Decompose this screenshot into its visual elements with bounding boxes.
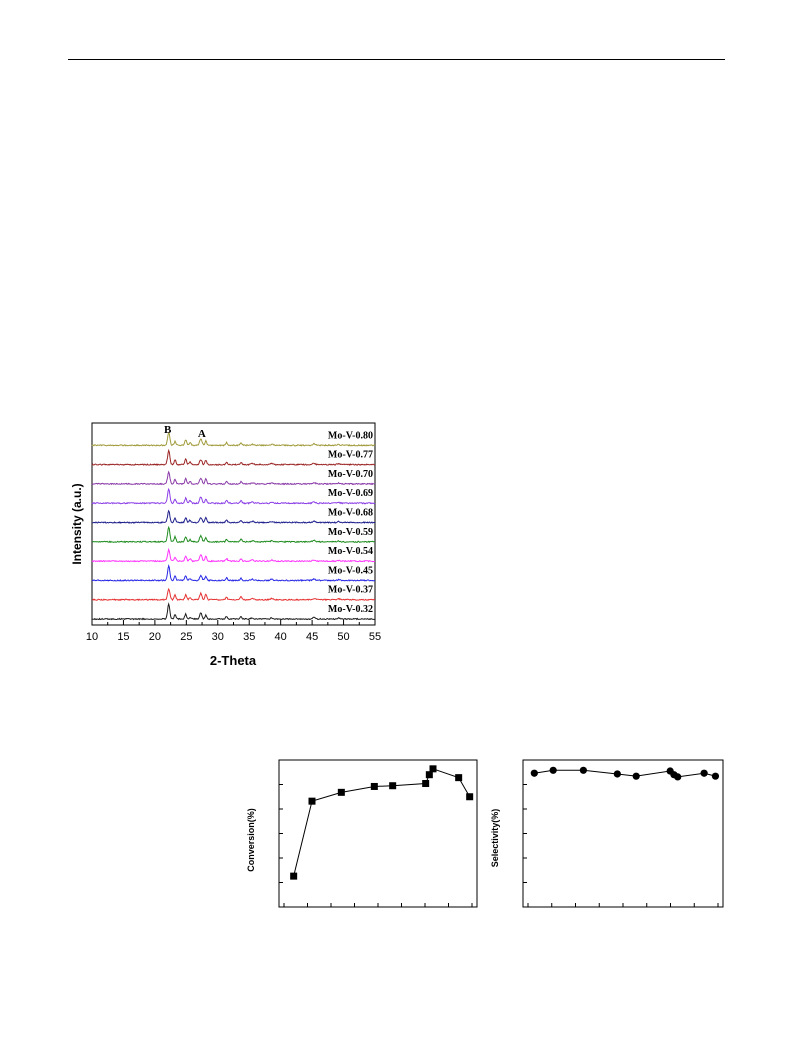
peak-label-a: A [198,428,206,440]
xrd-trace [91,509,375,524]
xrd-y-axis-title: Intensity (a.u.) [70,483,84,564]
xrd-series-label: Mo-V-0.59 [328,527,373,538]
xrd-trace [91,487,376,505]
xrd-trace [91,470,376,486]
xrd-x-tick-label: 20 [149,631,161,643]
xrd-x-tick-label: 30 [212,631,224,643]
xrd-x-tick-label: 15 [117,631,129,643]
xrd-x-tick-label: 10 [86,631,98,643]
peak-label-b: B [164,424,172,436]
xrd-series-label: Mo-V-0.37 [328,585,373,596]
xrd-trace [91,448,376,466]
xrd-x-tick-label: 35 [243,631,255,643]
xrd-x-tick-label: 50 [337,631,349,643]
xrd-trace [91,431,376,447]
xrd-trace [91,587,376,602]
xrd-series-label: Mo-V-0.32 [328,604,373,615]
xrd-x-axis-title: 2-Theta [210,653,257,668]
xrd-series-label: Mo-V-0.45 [328,565,373,576]
xrd-series-label: Mo-V-0.80 [328,430,373,441]
xrd-x-tick-label: 45 [306,631,318,643]
xrd-series-label: Mo-V-0.69 [328,488,373,499]
xrd-trace [91,564,376,582]
xrd-trace [91,547,376,563]
xrd-trace [91,525,376,544]
xrd-x-tick-label: 40 [275,631,287,643]
xrd-x-tick-label: 25 [180,631,192,643]
xrd-series-label: Mo-V-0.77 [328,450,373,461]
xrd-series-label: Mo-V-0.54 [328,546,373,557]
xrd-trace [91,602,376,621]
xrd-series-label: Mo-V-0.70 [328,469,373,480]
header-rule [68,59,725,60]
xrd-x-tick-label: 55 [369,631,381,643]
xrd-series-label: Mo-V-0.68 [328,508,373,519]
